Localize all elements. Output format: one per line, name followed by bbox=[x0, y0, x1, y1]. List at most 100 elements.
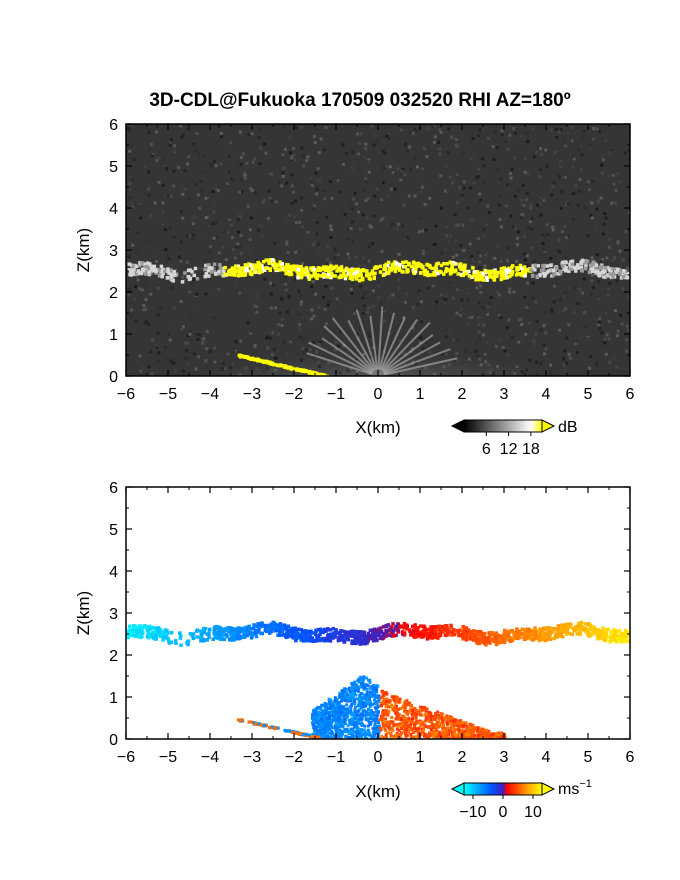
velocity-bl-pixel bbox=[327, 700, 331, 704]
velocity-cloud-pixel bbox=[547, 626, 551, 630]
noise-pixel bbox=[499, 177, 503, 181]
top-colorbar-left-arrow bbox=[450, 419, 465, 433]
cloud-pixel bbox=[255, 263, 259, 268]
velocity-cloud-pixel bbox=[290, 635, 295, 639]
noise-pixel bbox=[422, 147, 426, 151]
noise-pixel bbox=[302, 153, 306, 157]
colorbar-tick-label: 12 bbox=[500, 441, 518, 458]
noise-pixel bbox=[497, 203, 501, 207]
noise-pixel bbox=[525, 131, 529, 135]
noise-pixel bbox=[519, 134, 523, 138]
noise-pixel bbox=[387, 136, 391, 140]
noise-pixel bbox=[459, 243, 463, 247]
noise-pixel bbox=[134, 250, 138, 254]
noise-pixel bbox=[590, 216, 594, 220]
velocity-bl-pixel bbox=[368, 680, 372, 684]
cloud-pixel bbox=[343, 274, 347, 278]
cloud-pixel bbox=[361, 268, 365, 272]
noise-pixel bbox=[298, 220, 302, 224]
velocity-bl-pixel bbox=[333, 724, 337, 728]
noise-pixel bbox=[141, 365, 145, 369]
velocity-cloud-pixel bbox=[207, 627, 212, 632]
noise-pixel bbox=[382, 181, 386, 185]
velocity-cloud-pixel bbox=[346, 637, 351, 642]
noise-pixel bbox=[317, 209, 321, 213]
cloud-pixel bbox=[286, 271, 290, 276]
noise-pixel bbox=[375, 139, 379, 143]
cloud-pixel bbox=[278, 268, 283, 272]
noise-pixel bbox=[409, 168, 413, 172]
velocity-cloud-pixel bbox=[449, 630, 453, 634]
noise-pixel bbox=[545, 223, 549, 227]
noise-pixel bbox=[200, 188, 204, 192]
noise-pixel bbox=[129, 313, 133, 317]
velocity-cloud-pixel bbox=[225, 635, 229, 639]
noise-pixel bbox=[285, 240, 289, 244]
noise-pixel bbox=[195, 292, 199, 296]
velocity-cloud-pixel bbox=[449, 623, 453, 628]
velocity-bl-pixel bbox=[312, 709, 316, 713]
cloud-pixel bbox=[260, 266, 265, 271]
cloud-pixel bbox=[308, 274, 313, 278]
noise-pixel bbox=[147, 130, 151, 134]
noise-pixel bbox=[566, 202, 570, 206]
noise-pixel bbox=[455, 253, 459, 257]
noise-pixel bbox=[288, 213, 292, 217]
noise-pixel bbox=[470, 254, 474, 258]
noise-pixel bbox=[147, 193, 151, 197]
noise-pixel bbox=[401, 167, 405, 171]
cloud-pixel bbox=[535, 274, 539, 279]
cloud-pixel bbox=[260, 269, 264, 274]
velocity-bl-pixel bbox=[381, 721, 385, 725]
noise-pixel bbox=[553, 151, 557, 155]
velocity-cloud-pixel bbox=[267, 629, 271, 633]
velocity-cloud-pixel bbox=[247, 627, 252, 631]
velocity-cloud-pixel bbox=[402, 633, 407, 637]
velocity-bl-pixel bbox=[337, 720, 341, 724]
velocity-cloud-pixel bbox=[559, 627, 563, 632]
cloud-pixel bbox=[190, 269, 194, 274]
cloud-pixel bbox=[441, 272, 446, 276]
velocity-bl-pixel bbox=[413, 720, 417, 724]
noise-pixel bbox=[269, 281, 273, 285]
noise-pixel bbox=[255, 310, 259, 314]
noise-pixel bbox=[306, 316, 310, 320]
velocity-bl-pixel bbox=[447, 720, 451, 724]
cloud-pixel bbox=[360, 276, 365, 281]
velocity-bl-pixel bbox=[356, 689, 360, 693]
velocity-cloud-pixel bbox=[129, 630, 134, 634]
noise-pixel bbox=[538, 147, 542, 151]
noise-pixel bbox=[396, 167, 400, 171]
velocity-cloud-pixel bbox=[276, 623, 280, 627]
cloud-pixel bbox=[325, 268, 330, 272]
noise-pixel bbox=[587, 146, 591, 150]
noise-pixel bbox=[324, 150, 328, 154]
noise-pixel bbox=[544, 148, 548, 152]
velocity-cloud-pixel bbox=[508, 635, 512, 640]
cloud-pixel bbox=[240, 273, 244, 278]
noise-pixel bbox=[194, 183, 198, 187]
velocity-cloud-pixel bbox=[543, 638, 548, 643]
noise-pixel bbox=[453, 179, 457, 183]
noise-pixel bbox=[403, 173, 407, 177]
cloud-pixel bbox=[222, 269, 226, 274]
velocity-bl-pixel bbox=[328, 698, 332, 702]
cloud-pixel bbox=[503, 273, 508, 277]
noise-pixel bbox=[172, 338, 176, 342]
velocity-cloud-pixel bbox=[307, 630, 312, 634]
noise-pixel bbox=[224, 258, 228, 262]
cloud-pixel bbox=[606, 273, 611, 278]
noise-pixel bbox=[283, 220, 287, 224]
velocity-bl-pixel bbox=[406, 730, 410, 734]
noise-pixel bbox=[377, 150, 381, 154]
cloud-pixel bbox=[160, 269, 164, 274]
noise-pixel bbox=[214, 235, 218, 239]
velocity-cloud-pixel bbox=[533, 626, 537, 630]
velocity-bl-pixel bbox=[357, 736, 361, 739]
noise-pixel bbox=[336, 250, 340, 254]
velocity-cloud-pixel bbox=[411, 630, 415, 634]
cloud-pixel bbox=[329, 271, 334, 276]
noise-pixel bbox=[190, 315, 194, 319]
velocity-cloud-pixel bbox=[524, 636, 528, 641]
